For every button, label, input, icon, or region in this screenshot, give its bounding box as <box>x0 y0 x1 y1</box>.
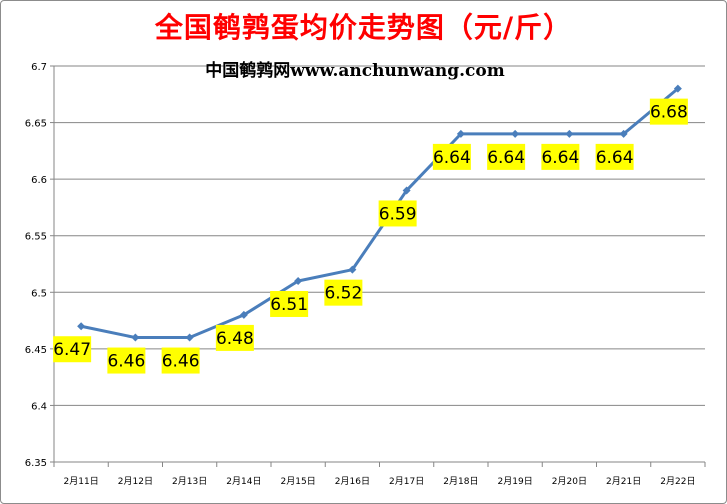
data-label: 6.64 <box>487 148 525 168</box>
x-tick-label: 2月19日 <box>498 476 533 487</box>
data-label-box <box>161 347 200 374</box>
data-label-box <box>378 200 417 227</box>
data-label: 6.64 <box>433 148 471 168</box>
data-label-box <box>595 143 634 170</box>
data-point <box>402 186 411 195</box>
data-point <box>511 129 520 138</box>
data-point <box>77 322 86 331</box>
x-tick-label: 2月20日 <box>552 476 587 487</box>
y-tick-label: 6.7 <box>31 62 47 73</box>
x-tick-label: 2月21日 <box>606 476 641 487</box>
x-tick-label: 2月22日 <box>660 476 695 487</box>
data-label-box <box>541 143 580 170</box>
y-tick-label: 6.55 <box>25 232 47 243</box>
data-point <box>565 129 574 138</box>
data-label: 6.64 <box>541 148 579 168</box>
data-point <box>456 129 465 138</box>
data-label: 6.46 <box>107 352 145 372</box>
data-label-box <box>270 290 309 317</box>
series-line <box>80 87 679 340</box>
data-label-box <box>487 143 526 170</box>
x-tick-label: 2月18日 <box>443 476 478 487</box>
data-label: 6.48 <box>216 329 254 349</box>
x-tick-label: 2月17日 <box>389 476 424 487</box>
data-label: 6.46 <box>162 352 200 372</box>
data-label: 6.68 <box>650 103 688 123</box>
y-tick-label: 6.65 <box>25 119 47 130</box>
y-tick-label: 6.35 <box>25 458 47 469</box>
data-label-box <box>324 279 363 306</box>
x-tick-label: 2月13日 <box>172 476 207 487</box>
data-label-box <box>432 143 471 170</box>
x-tick-label: 2月12日 <box>118 476 153 487</box>
data-label: 6.51 <box>270 295 308 315</box>
data-label-box <box>215 324 254 351</box>
y-tick-label: 6.6 <box>31 175 47 186</box>
y-tick-label: 6.4 <box>31 401 47 412</box>
data-point <box>185 333 194 342</box>
data-point <box>294 276 303 285</box>
x-tick-label: 2月14日 <box>226 476 261 487</box>
x-tick-label: 2月11日 <box>64 476 99 487</box>
data-point <box>131 333 140 342</box>
data-point <box>348 265 357 274</box>
data-point <box>619 129 628 138</box>
data-label: 6.64 <box>596 148 634 168</box>
chart-subtitle: 中国鹌鹑网www.anchunwang.com <box>205 61 505 81</box>
data-label: 6.59 <box>379 204 417 224</box>
data-label: 6.47 <box>53 340 91 360</box>
data-label-box <box>649 98 688 125</box>
y-tick-label: 6.5 <box>31 288 47 299</box>
data-label: 6.52 <box>324 284 362 304</box>
data-label-box <box>107 347 146 374</box>
data-point <box>673 84 682 93</box>
y-tick-label: 6.45 <box>25 345 47 356</box>
x-tick-label: 2月15日 <box>281 476 316 487</box>
data-point <box>239 310 248 319</box>
chart-title: 全国鹌鹑蛋均价走势图（元/斤） <box>154 11 573 44</box>
data-label-box <box>53 336 92 363</box>
x-tick-label: 2月16日 <box>335 476 370 487</box>
